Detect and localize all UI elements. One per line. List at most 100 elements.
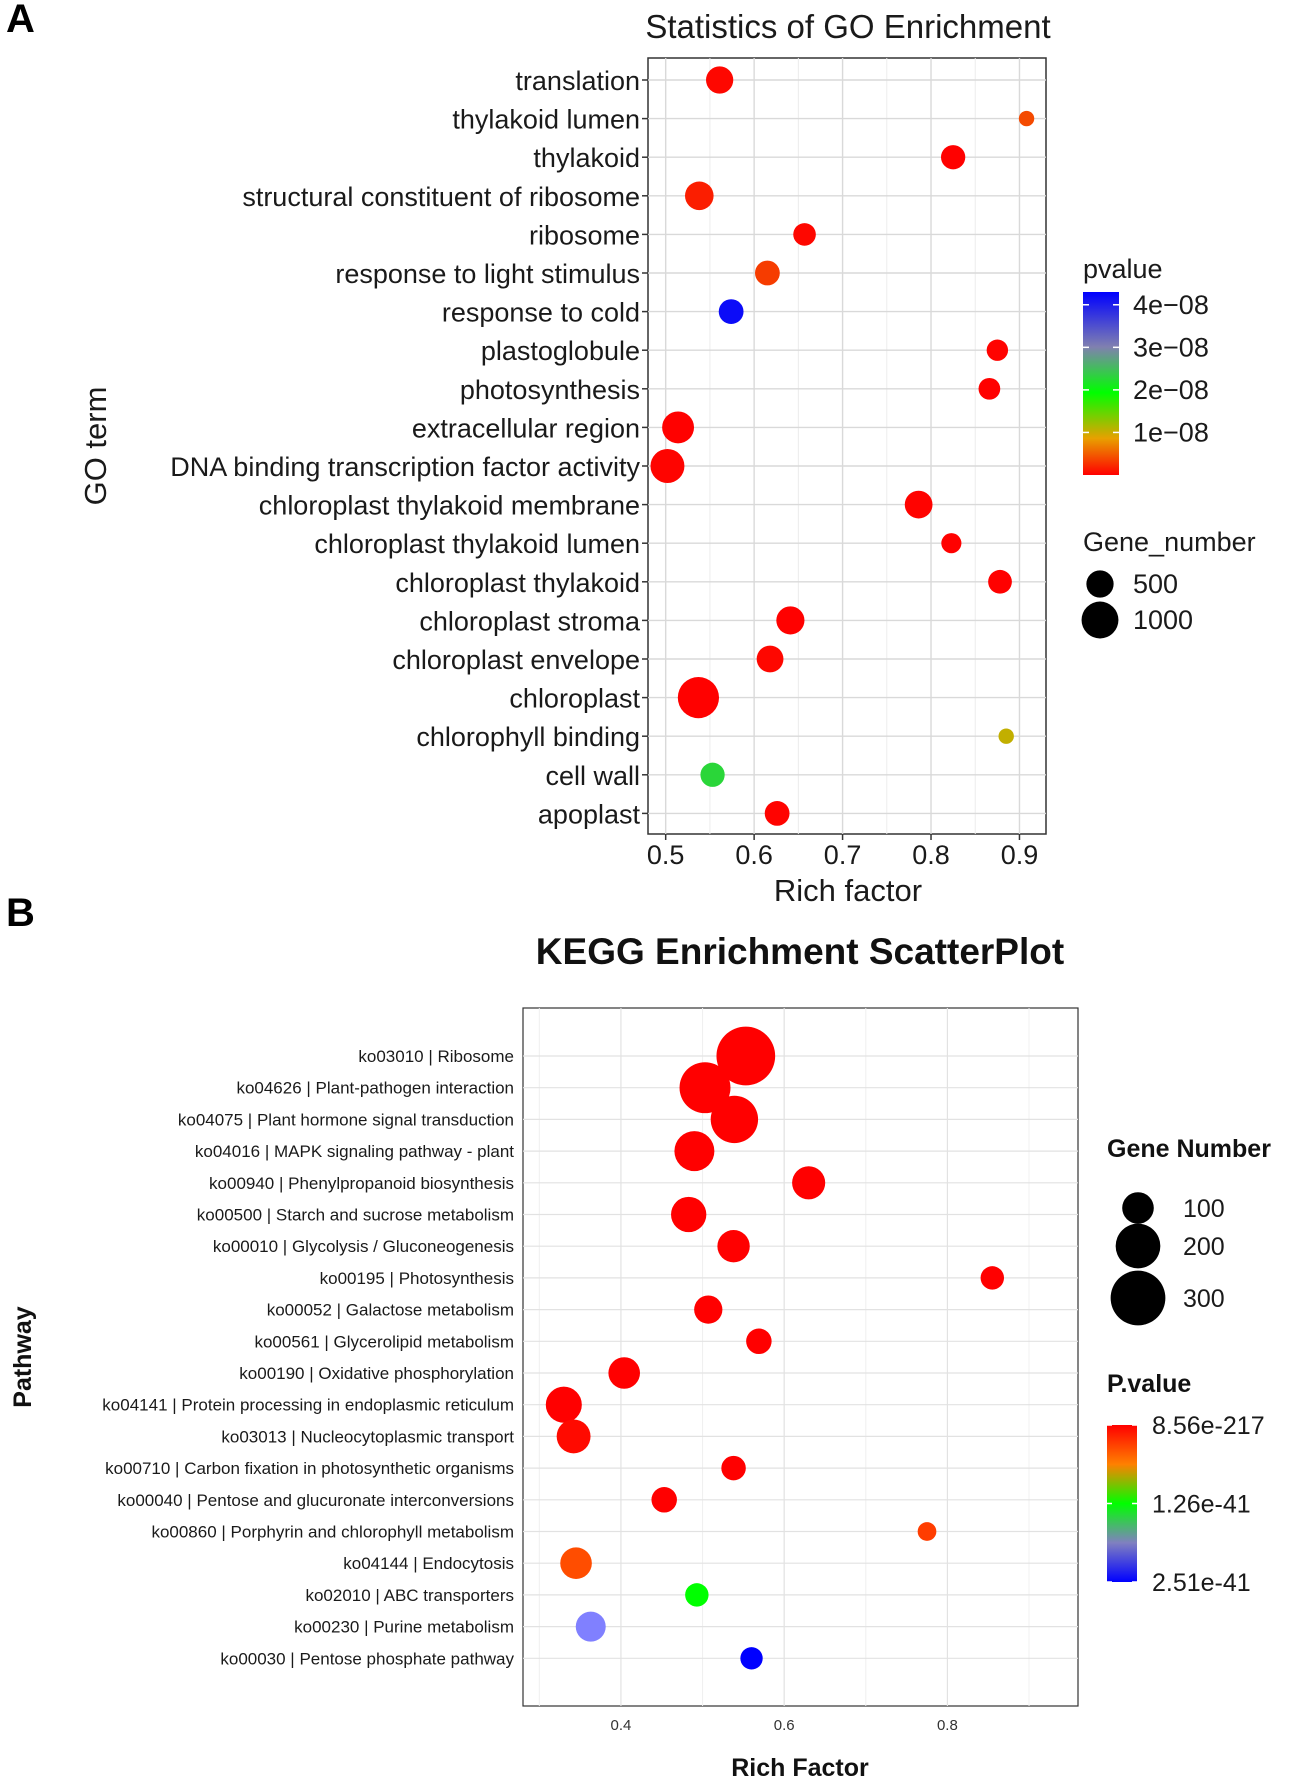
- go-point: [684, 181, 714, 211]
- kegg-size-legend-dot: [1115, 1223, 1161, 1269]
- go-term-label: ribosome: [529, 220, 640, 250]
- go-pvalue-colorbar: [1083, 292, 1119, 475]
- panel-label-a: A: [6, 0, 35, 41]
- kegg-pathway-label: ko02010 | ABC transporters: [305, 1586, 514, 1605]
- kegg-colorbar-label: 8.56e-217: [1152, 1412, 1265, 1440]
- go-term-label: thylakoid lumen: [452, 105, 640, 135]
- kegg-pathway-label: ko04075 | Plant hormone signal transduct…: [178, 1110, 514, 1129]
- kegg-size-legend-label: 100: [1183, 1195, 1225, 1223]
- kegg-x-tick-label: 0.6: [774, 1717, 795, 1734]
- go-term-label: apoplast: [538, 799, 641, 829]
- go-size-legend-dot: [1081, 601, 1119, 639]
- go-point: [793, 223, 816, 246]
- go-point: [998, 728, 1014, 744]
- go-point: [718, 299, 744, 324]
- go-point: [764, 801, 790, 826]
- go-point: [677, 676, 720, 719]
- kegg-x-axis-label: Rich Factor: [731, 1754, 869, 1778]
- go-point: [706, 66, 734, 94]
- kegg-point: [717, 1230, 750, 1263]
- go-term-label: chloroplast stroma: [419, 606, 641, 636]
- kegg-point: [792, 1166, 826, 1200]
- go-term-label: response to light stimulus: [335, 259, 640, 289]
- go-x-tick-label: 0.5: [647, 840, 685, 870]
- kegg-colorbar-label: 2.51e-41: [1152, 1569, 1251, 1597]
- kegg-point: [560, 1547, 592, 1579]
- kegg-pathway-label: ko00230 | Purine metabolism: [294, 1618, 514, 1637]
- go-term-label: chloroplast thylakoid membrane: [259, 491, 640, 521]
- go-point: [776, 606, 805, 635]
- kegg-size-legend-title: Gene Number: [1107, 1135, 1271, 1163]
- go-size-legend-label: 500: [1133, 569, 1178, 599]
- go-plot-panel: [647, 57, 1047, 835]
- kegg-pvalue-legend-title: P.value: [1107, 1370, 1191, 1398]
- go-term-label: response to cold: [442, 298, 640, 328]
- kegg-point: [556, 1419, 591, 1454]
- kegg-gridlines: [523, 1008, 1078, 1706]
- kegg-point: [740, 1647, 763, 1670]
- kegg-pathway-label: ko00052 | Galactose metabolism: [267, 1301, 514, 1320]
- go-enrichment-chart: Statistics of GO Enrichment translationt…: [78, 8, 1256, 908]
- go-point: [700, 762, 725, 787]
- kegg-size-legend-dot: [1110, 1270, 1166, 1326]
- go-point: [756, 645, 784, 673]
- go-size-legend-dot: [1086, 570, 1114, 598]
- go-colorbar-label: 1e−08: [1133, 417, 1209, 447]
- go-point: [650, 449, 685, 483]
- go-term-label: chlorophyll binding: [416, 722, 640, 752]
- go-point: [986, 339, 1009, 361]
- kegg-point: [651, 1487, 677, 1513]
- go-x-tick-label: 0.9: [1001, 840, 1039, 870]
- kegg-pathway-label: ko04016 | MAPK signaling pathway - plant: [195, 1142, 514, 1161]
- go-point: [662, 411, 695, 444]
- kegg-size-legend-label: 300: [1183, 1285, 1225, 1313]
- go-size-legend-title: Gene_number: [1083, 527, 1256, 557]
- kegg-pathway-label: ko04144 | Endocytosis: [343, 1554, 514, 1573]
- go-term-label: thylakoid: [533, 143, 640, 173]
- go-x-tick-label: 0.8: [912, 840, 950, 870]
- kegg-point: [746, 1328, 772, 1355]
- go-x-tick-label: 0.6: [735, 840, 773, 870]
- kegg-chart-title: KEGG Enrichment ScatterPlot: [536, 931, 1064, 972]
- go-point: [941, 533, 962, 554]
- kegg-y-axis-label: Pathway: [9, 1306, 37, 1408]
- go-x-axis-label: Rich factor: [774, 873, 922, 908]
- kegg-point: [980, 1266, 1005, 1290]
- go-colorbar-label: 3e−08: [1133, 332, 1209, 362]
- kegg-x-tick-label: 0.4: [611, 1717, 632, 1734]
- go-x-ticks: 0.5 0.6 0.7 0.8 0.9: [647, 834, 1038, 870]
- go-term-label: translation: [515, 66, 640, 96]
- kegg-enrichment-chart: KEGG Enrichment ScatterPlot ko03010 | Ri…: [9, 931, 1271, 1778]
- go-point: [978, 377, 1001, 400]
- go-colorbar-label: 2e−08: [1133, 375, 1209, 405]
- go-point: [940, 145, 966, 170]
- kegg-points: [545, 1026, 1005, 1670]
- kegg-point: [716, 1026, 776, 1086]
- kegg-point: [710, 1095, 759, 1144]
- go-term-label: plastoglobule: [481, 336, 640, 366]
- kegg-pathway-label: ko00010 | Glycolysis / Gluconeogenesis: [213, 1237, 514, 1256]
- kegg-size-legend-label: 200: [1183, 1233, 1225, 1261]
- kegg-pathway-label: ko00030 | Pentose phosphate pathway: [220, 1649, 514, 1668]
- kegg-plot-panel: [522, 1007, 1079, 1707]
- go-colorbar-label: 4e−08: [1133, 290, 1209, 320]
- kegg-pathway-label: ko04626 | Plant-pathogen interaction: [236, 1079, 514, 1098]
- kegg-size-legend-dot: [1122, 1192, 1154, 1224]
- kegg-point: [721, 1455, 746, 1481]
- kegg-point: [694, 1295, 723, 1324]
- kegg-point: [545, 1386, 582, 1423]
- go-term-label: extracellular region: [412, 413, 640, 443]
- go-term-label: chloroplast: [509, 684, 640, 714]
- kegg-pathway-labels: ko03010 | Ribosome ko04626 | Plant-pathog…: [102, 1047, 514, 1668]
- go-gridlines: [648, 58, 1046, 834]
- kegg-pvalue-legend-ticks: 8.56e-217 1.26e-41 2.51e-41: [1107, 1412, 1265, 1597]
- go-term-label: DNA binding transcription factor activit…: [170, 452, 640, 482]
- kegg-point: [685, 1583, 709, 1607]
- kegg-pathway-label: ko03010 | Ribosome: [358, 1047, 514, 1066]
- kegg-pathway-label: ko04141 | Protein processing in endoplas…: [102, 1396, 514, 1415]
- kegg-pathway-label: ko00561 | Glycerolipid metabolism: [254, 1332, 514, 1351]
- go-size-legend-label: 1000: [1133, 605, 1193, 635]
- go-term-label: chloroplast envelope: [392, 645, 640, 675]
- kegg-pathway-label: ko00195 | Photosynthesis: [320, 1269, 514, 1288]
